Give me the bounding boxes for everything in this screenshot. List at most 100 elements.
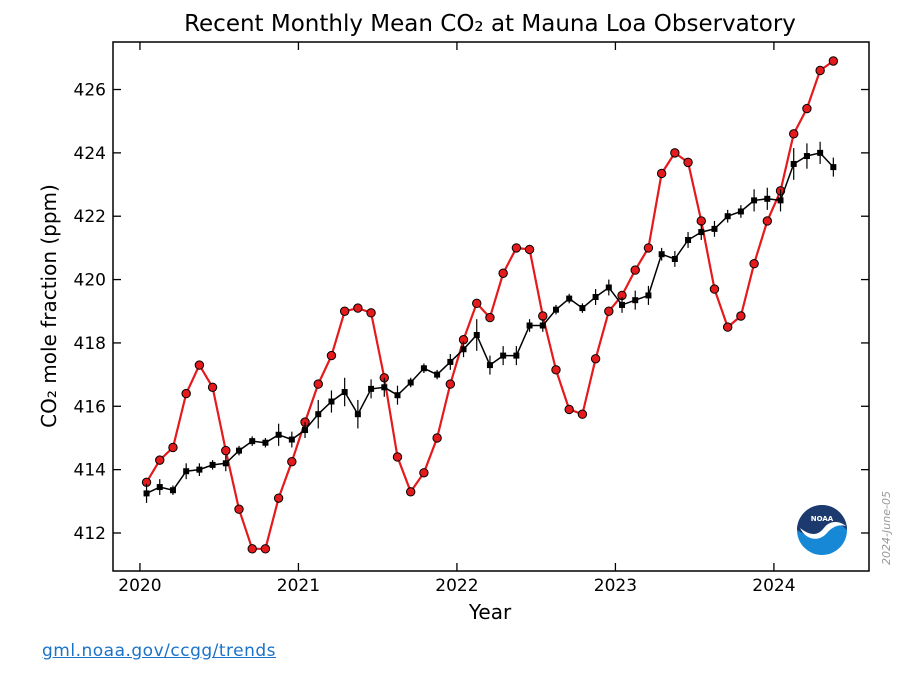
y-tick-label: 416: [74, 397, 106, 417]
x-tick-label: 2022: [435, 576, 478, 596]
data-point-black: [737, 208, 744, 215]
data-point-black: [817, 149, 824, 156]
data-point-black: [698, 229, 705, 236]
data-point-black: [526, 322, 533, 329]
data-point-black: [592, 293, 599, 300]
data-point-red: [432, 433, 442, 443]
data-point-red: [273, 493, 284, 503]
data-point-black: [447, 358, 454, 365]
data-point-red: [564, 404, 574, 415]
data-point-black: [566, 295, 573, 302]
data-point-red: [524, 244, 535, 255]
data-point-black: [394, 392, 401, 399]
co2-chart: Recent Monthly Mean CO₂ at Mauna Loa Obs…: [37, 11, 893, 624]
data-point-red: [511, 243, 522, 253]
x-axis-label: Year: [468, 600, 512, 624]
data-point-black: [354, 411, 361, 418]
y-tick-label: 414: [74, 461, 106, 481]
y-tick-label: 426: [74, 81, 106, 101]
data-point-black: [513, 352, 520, 359]
data-point-black: [143, 490, 150, 497]
data-point-red: [670, 148, 680, 158]
data-point-red: [722, 322, 733, 332]
x-tick-label: 2023: [594, 576, 637, 596]
data-point-black: [222, 460, 229, 467]
data-point-red: [221, 445, 231, 456]
data-point-red: [392, 452, 403, 462]
data-point-black: [777, 197, 784, 204]
data-point-black: [460, 346, 467, 353]
data-point-red: [181, 388, 191, 399]
data-point-red: [419, 468, 429, 478]
data-point-black: [685, 236, 692, 243]
data-point-black: [407, 379, 414, 386]
data-point-red: [749, 259, 759, 269]
data-point-black: [315, 411, 322, 418]
data-point-black: [724, 213, 731, 220]
y-tick-label: 420: [74, 271, 106, 291]
data-point-red: [762, 216, 773, 226]
data-point-red: [366, 308, 376, 318]
data-point-red: [590, 354, 601, 364]
noaa-logo-text: NOAA: [811, 515, 834, 523]
data-point-red: [287, 457, 297, 467]
data-point-red: [643, 243, 654, 253]
data-point-red: [485, 312, 495, 323]
data-point-red: [656, 168, 667, 179]
date-watermark: 2024-June-05: [880, 491, 893, 565]
data-point-black: [381, 384, 388, 391]
data-point-black: [341, 389, 348, 396]
data-point-black: [658, 251, 665, 258]
trends-link[interactable]: gml.noaa.gov/ccgg/trends: [42, 641, 277, 661]
data-point-red: [234, 504, 244, 514]
data-point-red: [736, 311, 746, 321]
data-point-black: [751, 197, 758, 204]
data-point-red: [789, 129, 799, 139]
data-point-red: [538, 311, 548, 321]
data-point-red: [498, 268, 508, 278]
data-point-red: [194, 360, 205, 370]
data-point-black: [619, 301, 626, 308]
data-point-red: [313, 379, 323, 389]
data-point-red: [247, 544, 257, 554]
data-point-black: [830, 164, 837, 171]
data-point-black: [302, 427, 309, 434]
data-point-red: [445, 379, 456, 389]
data-point-red: [207, 382, 218, 392]
data-point-red: [339, 306, 350, 316]
x-tick-label: 2021: [277, 576, 320, 596]
data-point-black: [262, 439, 269, 446]
data-point-red: [472, 298, 482, 309]
data-point-red: [696, 216, 706, 226]
data-point-black: [473, 332, 480, 339]
y-tick-label: 412: [74, 524, 106, 544]
data-point-black: [552, 306, 559, 313]
data-point-red: [828, 56, 839, 66]
data-point-red: [815, 65, 825, 76]
data-point-black: [249, 438, 256, 445]
data-point-red: [260, 544, 271, 554]
data-point-black: [764, 195, 771, 202]
data-point-black: [196, 466, 203, 473]
data-point-black: [671, 255, 678, 262]
data-point-black: [434, 371, 441, 378]
data-point-red: [630, 265, 640, 275]
plot-area: 2020 2021 2022 2023 2024 412 414 416 418 420 422 42…: [74, 42, 869, 596]
data-point-black: [645, 292, 652, 299]
data-point-black: [420, 365, 427, 372]
series-line-red: [145, 60, 834, 550]
data-point-black: [605, 284, 612, 291]
data-point-red: [604, 306, 614, 316]
data-point-black: [486, 362, 493, 369]
data-point-red: [709, 284, 720, 294]
data-point-black: [328, 398, 335, 405]
data-point-red: [155, 455, 165, 465]
data-point-black: [236, 447, 242, 454]
data-point-black: [579, 305, 586, 312]
data-point-red: [405, 487, 416, 497]
data-point-black: [156, 484, 163, 491]
data-point-black: [209, 461, 216, 468]
data-point-red: [326, 350, 337, 361]
data-point-black: [275, 431, 282, 438]
data-point-black: [803, 153, 810, 160]
